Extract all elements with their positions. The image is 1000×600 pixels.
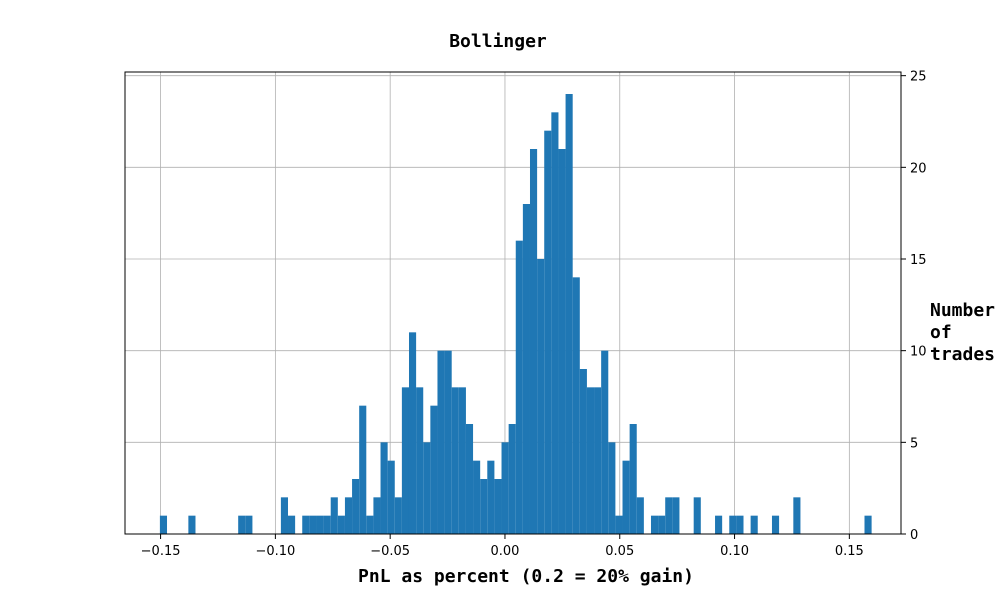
histogram-bar	[330, 497, 338, 534]
histogram-bar	[480, 479, 488, 534]
chart-title: Bollinger	[449, 31, 547, 52]
histogram-bar	[387, 460, 395, 534]
histogram-bar	[302, 515, 310, 534]
histogram-bar	[508, 424, 516, 534]
histogram-bar	[238, 515, 246, 534]
histogram-bar	[323, 515, 331, 534]
y-axis-label: Number of trades	[930, 300, 1000, 365]
histogram-bar	[337, 515, 345, 534]
histogram-bar	[586, 387, 595, 534]
histogram-bar	[608, 442, 616, 534]
x-tick-label: 0.00	[490, 544, 519, 559]
y-axis-label-line-1: Number	[930, 300, 995, 321]
histogram-bar	[359, 405, 367, 534]
x-tick-label: −0.05	[370, 544, 410, 559]
plot-frame	[124, 71, 902, 535]
histogram-bar	[494, 479, 502, 534]
x-axis-label: PnL as percent (0.2 = 20% gain)	[358, 566, 694, 587]
histogram-bar	[288, 515, 296, 534]
histogram-bar	[750, 515, 758, 534]
histogram-bar	[529, 149, 538, 534]
histogram-bar	[373, 497, 381, 534]
histogram-bar	[565, 94, 573, 534]
histogram-bar	[551, 112, 559, 534]
histogram-bar	[650, 515, 659, 534]
y-tick-label: 25	[910, 70, 927, 85]
histogram-bar	[615, 515, 623, 534]
y-tick-label: 10	[910, 345, 927, 360]
histogram-bar	[309, 515, 317, 534]
x-tick-label: 0.15	[835, 544, 864, 559]
histogram-bar	[430, 405, 438, 534]
histogram-bar	[537, 259, 545, 534]
histogram-bar	[465, 424, 474, 534]
histogram-bar	[408, 332, 417, 534]
x-axis-ticks: −0.15 −0.10 −0.05 0.00 0.05 0.10 0.15	[141, 534, 864, 559]
histogram-bar	[558, 149, 566, 534]
histogram-bar	[316, 515, 324, 534]
histogram-bar	[793, 497, 801, 534]
histogram-bar	[693, 497, 701, 534]
histogram-bar	[188, 515, 196, 534]
histogram-bar	[658, 515, 666, 534]
histogram-bar	[594, 387, 602, 534]
histogram-bar	[458, 387, 466, 534]
histogram-bar	[736, 515, 744, 534]
y-tick-label: 15	[910, 253, 927, 268]
histogram-bar	[451, 387, 459, 534]
histogram-bar	[380, 442, 388, 534]
histogram-bar	[672, 497, 680, 534]
y-axis-label-line-3: trades	[930, 344, 995, 365]
histogram-bar	[864, 515, 872, 534]
y-axis-label-line-2: of	[930, 322, 952, 343]
x-tick-label: −0.10	[255, 544, 295, 559]
y-axis-ticks: 0 5 10 15 20 25	[901, 70, 927, 543]
histogram-bar	[394, 497, 402, 534]
histogram-bar	[423, 442, 431, 534]
histogram-bar	[515, 240, 523, 534]
histogram-bar	[487, 460, 495, 534]
y-tick-label: 20	[910, 161, 927, 176]
histogram-bar	[665, 497, 673, 534]
histogram-bar	[629, 424, 637, 534]
histogram-bar	[245, 515, 253, 534]
histogram-bar	[622, 460, 630, 534]
x-tick-label: 0.10	[720, 544, 749, 559]
histogram-bar	[636, 497, 644, 534]
histogram-bar	[159, 515, 168, 534]
histogram-bar	[715, 515, 723, 534]
grid-lines	[125, 72, 901, 534]
histogram-bar	[729, 515, 737, 534]
histogram-bar	[601, 350, 609, 534]
histogram-bar	[280, 497, 289, 534]
histogram-bar	[473, 460, 481, 534]
histogram-bar	[352, 479, 360, 534]
histogram-bar	[344, 497, 353, 534]
y-tick-label: 5	[910, 436, 918, 451]
histogram-bar	[416, 387, 424, 534]
x-tick-label: −0.15	[141, 544, 181, 559]
histogram-bar	[437, 350, 445, 534]
histogram-bar	[579, 369, 587, 534]
histogram-bar	[572, 277, 580, 534]
histogram-bar	[544, 130, 552, 534]
histogram-bar	[366, 515, 374, 534]
histogram-bar	[771, 515, 780, 534]
histogram-bar	[444, 350, 452, 534]
x-tick-label: 0.05	[605, 544, 634, 559]
y-tick-label: 0	[910, 528, 918, 543]
histogram-bar	[501, 442, 509, 534]
histogram-bar	[401, 387, 409, 534]
histogram-bars	[159, 94, 872, 534]
histogram-bar	[522, 204, 530, 534]
